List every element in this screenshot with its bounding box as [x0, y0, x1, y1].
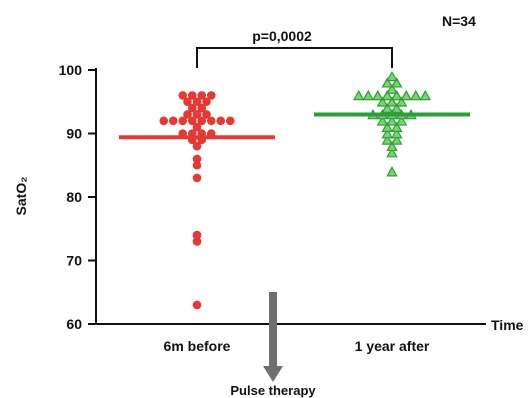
significance-bracket	[196, 47, 393, 68]
data-point-before	[192, 173, 202, 183]
data-point-after	[362, 89, 375, 101]
data-point-before	[192, 154, 202, 164]
data-point-after	[386, 96, 398, 107]
mean-lines	[119, 112, 470, 140]
data-point-before	[206, 116, 216, 126]
data-point-before	[192, 237, 202, 246]
data-point-after	[386, 147, 398, 158]
data-point-before	[168, 116, 178, 126]
data-point-before	[192, 230, 202, 240]
data-point-before	[187, 116, 197, 126]
sample-size-label: N=34	[442, 13, 476, 29]
data-point-before	[192, 160, 202, 170]
data-point-after	[381, 102, 394, 113]
y-ticks: 60 70 80 90 100	[59, 62, 96, 332]
data-point-before	[197, 91, 207, 100]
data-point-after	[386, 166, 398, 177]
pulse-therapy-arrow	[263, 292, 283, 382]
data-point-before	[206, 91, 216, 100]
data-point-before	[197, 103, 207, 113]
y-tick-label: 80	[66, 189, 82, 205]
data-point-after	[395, 96, 408, 107]
data-point-before	[202, 97, 211, 107]
x-axis-label: Time	[491, 317, 524, 333]
data-point-before	[187, 91, 197, 100]
data-point-after	[390, 77, 403, 88]
data-point-before	[225, 116, 235, 126]
data-point-before	[197, 116, 207, 126]
data-point-after	[395, 115, 408, 126]
data-point-after	[386, 115, 398, 126]
data-point-after	[381, 121, 394, 132]
data-point-after	[390, 134, 403, 145]
y-axis-label: SatO₂	[13, 177, 29, 216]
data-point-after	[390, 128, 403, 139]
data-point-after	[352, 89, 365, 101]
data-point-before	[183, 110, 192, 119]
data-point-before	[178, 116, 188, 126]
data-point-before	[192, 141, 202, 151]
x-category-labels: 6m before 1 year after	[164, 338, 430, 354]
y-tick-label: 60	[66, 316, 82, 332]
data-point-before	[183, 97, 192, 107]
data-point-after	[386, 83, 398, 94]
y-tick-label: 100	[59, 62, 83, 78]
data-point-before	[202, 110, 211, 119]
data-point-after	[390, 102, 403, 113]
data-points	[159, 70, 432, 310]
data-point-after	[381, 128, 394, 139]
data-point-before	[159, 116, 169, 126]
p-value-label: p=0,0002	[252, 28, 312, 44]
data-point-after	[376, 96, 389, 107]
data-point-after	[386, 140, 398, 152]
data-point-after	[400, 89, 413, 101]
data-point-before	[216, 116, 226, 126]
data-point-after	[390, 89, 403, 101]
data-point-before	[192, 110, 202, 119]
pulse-therapy-label: Pulse therapy	[230, 383, 316, 398]
data-point-before	[192, 300, 202, 310]
data-point-before	[192, 97, 202, 107]
x-category-label: 6m before	[164, 338, 231, 354]
data-point-after	[390, 121, 403, 132]
data-point-before	[178, 91, 188, 100]
data-point-after	[386, 70, 398, 82]
y-tick-label: 70	[66, 253, 82, 269]
data-point-after	[376, 115, 389, 126]
data-point-after	[381, 89, 394, 101]
x-category-label: 1 year after	[355, 338, 430, 354]
data-point-before	[192, 122, 202, 132]
data-point-after	[371, 89, 384, 101]
data-point-after	[381, 77, 394, 88]
y-tick-label: 90	[66, 126, 82, 142]
data-point-after	[419, 89, 432, 101]
data-point-after	[409, 89, 422, 101]
data-point-after	[381, 134, 394, 145]
data-point-before	[187, 103, 197, 113]
